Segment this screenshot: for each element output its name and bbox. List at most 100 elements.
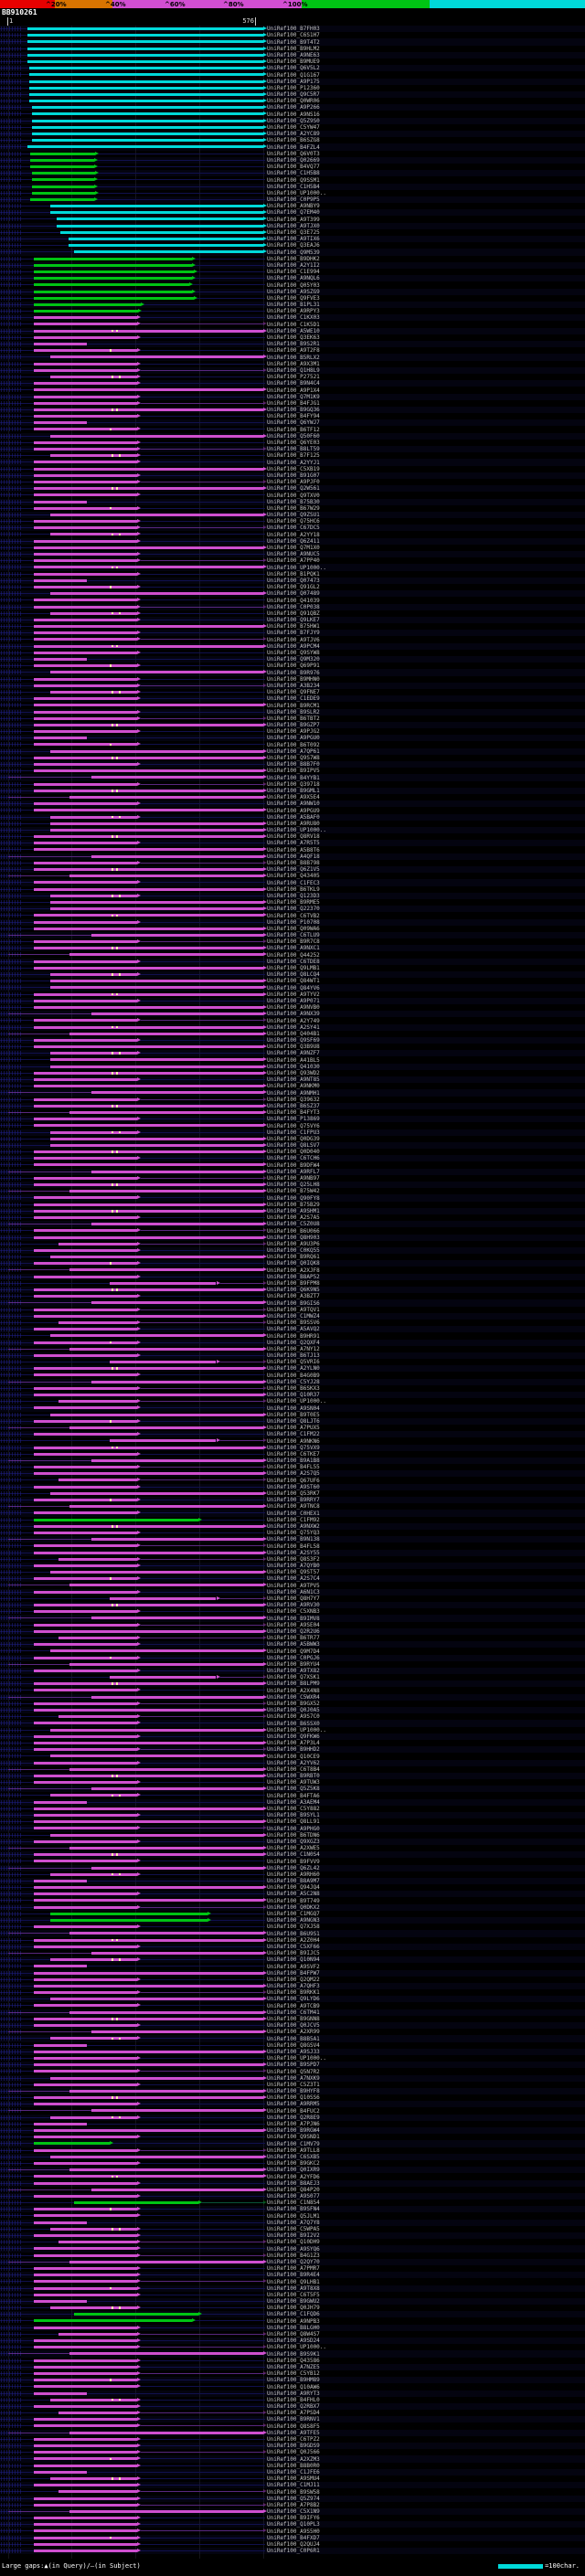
alignment-bar[interactable] [50,355,263,359]
hit-row[interactable]: UniRef100_Q8W4S7 [0,2331,585,2337]
hit-row[interactable]: UniRef100_Q09WA6 [0,926,585,932]
alignment-bar[interactable] [91,1012,263,1016]
hit-label[interactable]: UniRef100_Q0IQK8 [267,1260,320,1267]
hit-label[interactable]: UniRef100_Q5Z9S0 [267,117,320,124]
hit-row[interactable]: UniRef100_B9RRY7 [0,1497,585,1504]
alignment-bar[interactable] [69,1505,263,1509]
hit-row[interactable]: UniRef100_B9IFY6 [0,2515,585,2521]
hit-row[interactable]: UniRef100_A2Z0H4 [0,1937,585,1944]
alignment-bar[interactable] [34,1524,263,1528]
hit-row[interactable]: UniRef100_A7PP40 [0,557,585,564]
hit-label[interactable]: UniRef100_Q2RBX7 [267,2403,320,2411]
alignment-bar[interactable] [34,362,137,366]
alignment-bar[interactable] [34,809,263,812]
hit-row[interactable]: UniRef100_B1PL31 [0,301,585,309]
alignment-bar[interactable] [91,1787,263,1791]
hit-label[interactable]: UniRef100_C5Z3T1 [267,2081,320,2088]
hit-label[interactable]: UniRef100_B4VQ77 [267,164,320,171]
alignment-bar[interactable] [34,1820,263,1824]
hit-row[interactable]: UniRef100_Q43586 [0,2358,585,2364]
hit-row[interactable]: UniRef100_Q91QBZ [0,610,585,617]
hit-row[interactable]: UniRef100_Q8RV18 [0,833,585,840]
hit-label[interactable]: UniRef100_B9RNV1 [267,2416,320,2423]
alignment-bar[interactable] [34,506,137,510]
hit-label[interactable]: UniRef100_C6TPZ2 [267,2436,320,2443]
alignment-bar[interactable] [91,1091,263,1095]
hit-label[interactable]: UniRef100_Q7XSK1 [267,1674,320,1681]
hit-row[interactable]: UniRef100_C0PGJ6 [0,1654,585,1661]
alignment-bar[interactable] [34,651,137,654]
hit-label[interactable]: UniRef100_B9IPV5 [267,768,320,775]
hit-row[interactable]: UniRef100_A9NS16 [0,111,585,118]
hit-row[interactable]: UniRef100_B9RME5 [0,899,585,906]
alignment-bar[interactable] [73,2201,198,2205]
alignment-bar[interactable] [109,1596,217,1600]
hit-label[interactable]: UniRef100_Q9TXV0 [267,492,320,499]
hit-label[interactable]: UniRef100_Q2QY70 [267,2258,320,2265]
hit-label[interactable]: UniRef100_C0P9P5 [267,196,320,204]
alignment-bar[interactable] [34,2214,137,2218]
alignment-bar[interactable] [34,1610,137,1614]
alignment-bar[interactable] [34,1019,137,1023]
hit-label[interactable]: UniRef100_A9NMH1 [267,1089,320,1097]
alignment-bar[interactable] [34,2063,263,2067]
alignment-bar[interactable] [27,47,263,50]
hit-row[interactable]: UniRef100_Q84WT1 [0,978,585,984]
alignment-bar[interactable] [69,2509,263,2513]
hit-row[interactable]: UniRef100_A2S7A5 [0,1214,585,1221]
hit-row[interactable]: UniRef100_B9SFN4 [0,2206,585,2213]
hit-row[interactable]: UniRef100_B91G07 [0,472,585,479]
alignment-bar[interactable] [34,1419,137,1423]
hit-label[interactable]: UniRef100_B9R7C8 [267,938,320,946]
hit-label[interactable]: UniRef100_Q2QUJ4 [267,2541,320,2548]
hit-label[interactable]: UniRef100_Q9LKE7 [267,617,320,624]
hit-row[interactable]: UniRef100_A9SYQ6 [0,2245,585,2253]
hit-label[interactable]: UniRef100_A2YY18 [267,531,320,538]
alignment-bar[interactable] [50,828,263,832]
hit-label[interactable]: UniRef100_Q0JCV5 [267,2022,320,2030]
hit-label[interactable]: UniRef100_P27521 [267,374,320,381]
hit-label[interactable]: UniRef100_B9IJC5 [267,1950,320,1957]
hit-label[interactable]: UniRef100_A9RPY3 [267,308,320,315]
hit-label[interactable]: UniRef100_Q10DH9 [267,2239,320,2246]
hit-label[interactable]: UniRef100_B7F125 [267,452,320,460]
hit-label[interactable]: UniRef100_C0P038 [267,603,320,610]
alignment-bar[interactable] [34,1590,137,1594]
alignment-bar[interactable] [91,776,263,779]
hit-label[interactable]: UniRef100_B9HM89 [267,2377,320,2384]
alignment-bar[interactable] [34,2142,110,2146]
hit-label[interactable]: UniRef100_Q3EAJ6 [267,242,320,249]
hit-row[interactable]: UniRef100_C5WPA5 [0,2226,585,2232]
hit-label[interactable]: UniRef100_A2Z0H4 [267,1936,320,1944]
hit-row[interactable]: UniRef100_B8B7F0 [0,761,585,769]
hit-label[interactable]: UniRef100_Q9M539 [267,249,320,256]
hit-label[interactable]: UniRef100_Q6V5L2 [267,65,320,72]
hit-row[interactable]: UniRef100_B8B798 [0,860,585,866]
hit-row[interactable]: UniRef100_A9RPY3 [0,308,585,314]
alignment-bar[interactable] [34,500,88,504]
hit-row[interactable]: UniRef100_C6TVB2 [0,912,585,919]
hit-row[interactable]: UniRef100_A9NX39 [0,1011,585,1018]
hit-row[interactable]: UniRef100_Q0DKX2 [0,1903,585,1911]
alignment-bar[interactable] [50,1065,263,1068]
hit-label[interactable]: UniRef100_A9NVB0 [267,1004,320,1012]
alignment-bar[interactable] [34,1656,137,1659]
hit-row[interactable]: UniRef100_Q9XGZ3 [0,1838,585,1845]
hit-row[interactable]: UniRef100_C1H5B4 [0,183,585,190]
hit-label[interactable]: UniRef100_A7PUX5 [267,1425,320,1432]
hit-label[interactable]: UniRef100_A9PHG0 [267,1825,320,1832]
hit-label[interactable]: UniRef100_A9NUC5 [267,551,320,558]
hit-label[interactable]: UniRef100_A2YLN0 [267,1365,320,1373]
hit-label[interactable]: UniRef100_A2X4N8 [267,1687,320,1694]
hit-row[interactable]: UniRef100_A2YFD6 [0,2173,585,2180]
hit-row[interactable]: UniRef100_A9TIX6 [0,236,585,243]
hit-label[interactable]: UniRef100_B9HLM2 [267,45,320,52]
alignment-bar[interactable] [34,1905,137,1909]
hit-row[interactable]: UniRef100_A7PSD4 [0,2410,585,2416]
hit-row[interactable]: UniRef100_A9TUW3 [0,1779,585,1786]
hit-row[interactable]: UniRef100_A9SZG9 [0,288,585,295]
hit-row[interactable]: UniRef100_B4FZL4 [0,143,585,151]
hit-row[interactable]: UniRef100_Q6K9N5 [0,1287,585,1294]
alignment-bar[interactable] [34,618,137,621]
hit-row[interactable]: UniRef100_A9PJF0 [0,479,585,485]
